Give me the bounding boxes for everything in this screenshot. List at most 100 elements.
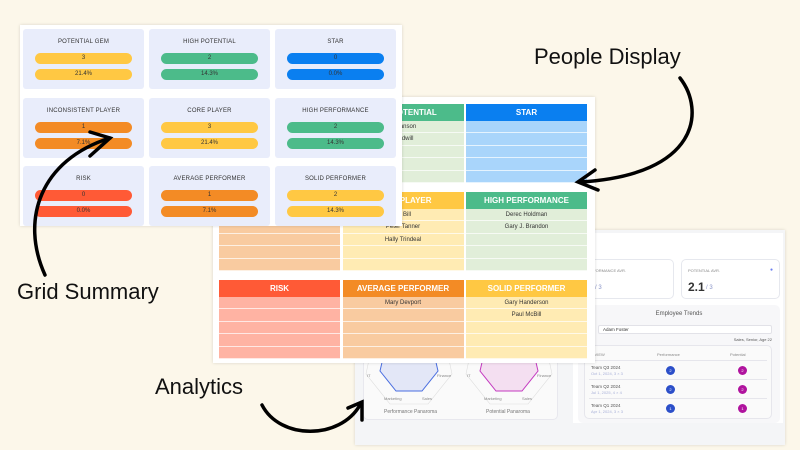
grid-cell: AVERAGE PERFORMER Mary Devport [342, 280, 464, 359]
empty-row [466, 170, 587, 183]
radar-axis-finance: Finance [437, 373, 452, 378]
percent-pill: 0.0% [35, 206, 132, 217]
percent-pill: 0.0% [287, 69, 384, 80]
percent-pill: 21.4% [161, 137, 258, 149]
empty-row [219, 297, 340, 310]
employee-meta: Sales, Senior, Age 22 [733, 337, 772, 342]
grid-header: AVERAGE PERFORMER [342, 280, 464, 297]
arrow-to-analytics [260, 403, 362, 433]
summary-card: AVERAGE PERFORMER 1 7.1% [149, 166, 270, 226]
grid-cell: HIGH PERFORMANCE Derec Holdman Gary J. Bra… [466, 192, 587, 271]
potential-badge: 1 [738, 404, 747, 413]
empty-row [342, 321, 464, 335]
summary-card-title: HIGH POTENTIAL [183, 39, 236, 45]
count-pill: 1 [161, 190, 258, 201]
count-pill: 2 [287, 190, 384, 201]
info-icon: ● [769, 267, 773, 273]
trend-row[interactable]: Team Q2 2024 Jul 1, 2025, 4 × 4 2 2 [589, 379, 767, 398]
percent-pill: 14.3% [287, 206, 384, 217]
performance-badge: 1 [666, 404, 675, 413]
summary-card: SOLID PERFORMER 2 14.3% [275, 166, 396, 226]
trends-table: REVIEW Performance Potential Team Q3 202… [584, 345, 772, 419]
radar-axis-it: IT [467, 373, 471, 378]
person-row[interactable]: Derec Holdman [466, 209, 587, 222]
empty-row [466, 346, 587, 359]
person-row[interactable]: Mary Devport [342, 297, 464, 310]
grid-header: RISK [219, 280, 340, 297]
empty-row [219, 233, 340, 247]
radar-axis-it: IT [367, 373, 371, 378]
radar-axis-sales: Sales [522, 396, 533, 401]
empty-row [219, 334, 340, 347]
summary-card-title: STAR [327, 39, 344, 45]
count-pill: 2 [287, 121, 384, 133]
count-pill: 0 [35, 190, 132, 201]
empty-row [466, 145, 587, 159]
person-row[interactable]: Paul McBill [466, 309, 587, 322]
trends-title: Employee Trends [655, 311, 703, 317]
arrow-to-summary [32, 136, 112, 277]
arrow-to-people [578, 76, 694, 184]
employee-select[interactable]: Adam Foster [598, 325, 772, 334]
summary-card: STAR 0 0.0% [275, 29, 396, 89]
empty-row [342, 246, 464, 259]
summary-card-title: CORE PLAYER [187, 107, 232, 114]
potential-avg-card: POTENTIAL AVR. ● 2.1 / 3 [681, 259, 780, 299]
employee-trends: Employee Trends Adam Foster Sales, Senio… [578, 305, 780, 423]
radar-axis-marketing: Marketing [484, 396, 502, 401]
person-row[interactable]: Gary Handerson [466, 297, 587, 310]
empty-row [219, 321, 340, 335]
grid-summary-screenshot: POTENTIAL GEM 3 21.4% HIGH POTENTIAL 2 14… [20, 25, 402, 226]
empty-row [219, 258, 340, 271]
empty-row [466, 121, 587, 134]
empty-row [219, 346, 340, 359]
label-analytics: Analytics [155, 374, 244, 399]
grid-header: STAR [466, 104, 587, 121]
summary-card-title: POTENTIAL GEM [57, 39, 110, 45]
empty-row [466, 334, 587, 347]
trend-row[interactable]: Team Q3 2024 Oct 1, 2024, 3 × 3 2 2 [589, 360, 767, 379]
grid-header: SOLID PERFORMER [466, 280, 587, 297]
grid-cell: SOLID PERFORMER Gary Handerson Paul McBill [466, 280, 587, 359]
summary-card: HIGH PERFORMANCE 2 14.3% [275, 97, 396, 158]
percent-pill: 14.3% [161, 69, 258, 80]
grid-cell: STAR [466, 104, 587, 183]
radar-axis-finance: Finance [537, 373, 552, 378]
percent-pill: 21.4% [35, 69, 132, 80]
person-row[interactable]: Hally Trindeal [342, 233, 464, 247]
label-people-display: People Display [534, 44, 681, 69]
summary-card: RISK 0 0.0% [23, 166, 144, 226]
count-pill: 1 [35, 121, 132, 133]
count-pill: 3 [35, 53, 132, 64]
empty-row [342, 334, 464, 347]
count-pill: 3 [161, 121, 258, 133]
empty-row [466, 321, 587, 335]
analytics-right-panel: PERFORMANCE AVR. 2 / 3 POTENTIAL AVR. ● … [573, 233, 783, 423]
empty-row [466, 246, 587, 259]
summary-card-title: INCONSISTENT PLAYER [46, 107, 121, 114]
summary-card-title: SOLID PERFORMER [304, 176, 366, 182]
percent-pill: 14.3% [287, 137, 384, 149]
percent-pill: 7.1% [161, 206, 258, 217]
arrow-head [574, 168, 600, 192]
summary-card-title: HIGH PERFORMANCE [302, 107, 369, 114]
performance-badge: 2 [666, 385, 675, 394]
empty-row [219, 246, 340, 259]
empty-row [342, 309, 464, 322]
label-grid-summary: Grid Summary [17, 279, 159, 304]
radar-title-performance: Performance Panaroma [384, 409, 438, 415]
radar-axis-sales: Sales [422, 396, 433, 401]
empty-row [219, 309, 340, 322]
grid-header: HIGH PERFORMANCE [466, 192, 587, 209]
trend-row[interactable]: Team Q1 2024 Apr 1, 2024, 3 × 3 1 1 [589, 398, 767, 417]
summary-card: HIGH POTENTIAL 2 14.3% [149, 29, 270, 89]
empty-row [342, 258, 464, 271]
potential-badge: 2 [738, 385, 747, 394]
empty-row [466, 158, 587, 171]
person-row[interactable]: Gary J. Brandon [466, 221, 587, 234]
empty-row [466, 258, 587, 271]
percent-pill: 7.1% [35, 137, 132, 149]
summary-card: CORE PLAYER 3 21.4% [149, 97, 270, 158]
